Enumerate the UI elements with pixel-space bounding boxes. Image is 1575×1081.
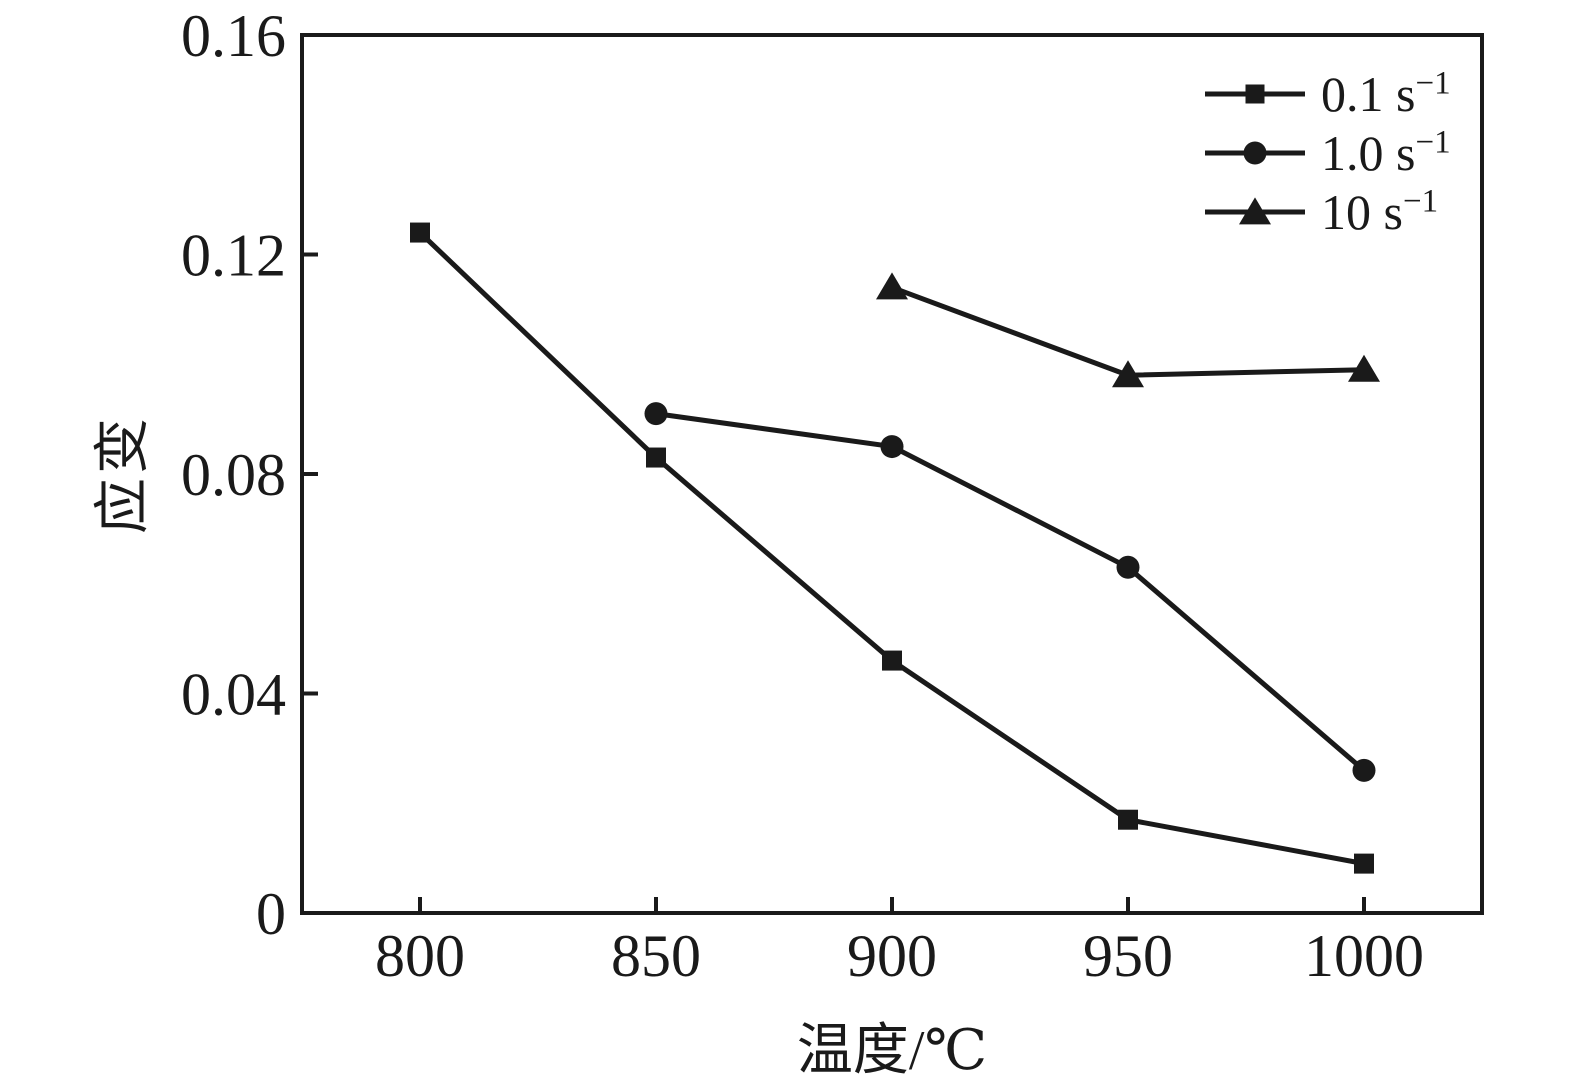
legend-label-base: 0.1 s	[1321, 65, 1416, 122]
legend-label: 0.1 s−1	[1321, 65, 1451, 123]
square-marker-icon	[1245, 84, 1265, 103]
data-point-square	[646, 447, 666, 468]
legend-label-base: 10 s	[1321, 183, 1403, 240]
legend-swatch	[1205, 195, 1305, 229]
series-line-circle	[655, 411, 1366, 773]
y-tick-label: 0.16	[181, 3, 286, 69]
data-point-circle	[644, 402, 668, 426]
y-tick-label: 0.08	[181, 442, 286, 508]
x-axis-title: 温度/℃	[796, 1020, 988, 1081]
legend-item-1.0s: 1.0 s−1	[1205, 123, 1451, 182]
series-line-square	[418, 230, 1365, 867]
data-point-circle	[880, 435, 904, 459]
circle-marker-icon	[1243, 141, 1267, 164]
legend-label: 1.0 s−1	[1321, 124, 1451, 182]
legend-item-10s: 10 s−1	[1205, 182, 1451, 241]
legend-item-0.1s: 0.1 s−1	[1205, 64, 1451, 123]
y-tick-label: 0.12	[181, 223, 286, 289]
data-point-triangle	[1112, 360, 1144, 388]
x-tick-label: 1000	[1304, 923, 1424, 989]
x-tick-label: 850	[611, 923, 701, 989]
data-point-square	[882, 650, 902, 671]
x-tick-label: 900	[847, 923, 937, 989]
legend-label-exponent: −1	[1402, 182, 1439, 219]
y-tick-label: 0	[256, 881, 286, 947]
legend-swatch	[1205, 136, 1305, 170]
data-point-triangle	[1348, 354, 1380, 382]
legend: 0.1 s−1 1.0 s−1 10 s−1	[1205, 64, 1451, 241]
data-point-square	[410, 222, 430, 243]
y-axis-title: 应变	[92, 414, 155, 534]
legend-label-exponent: −1	[1415, 64, 1451, 101]
data-point-circle	[1352, 758, 1376, 782]
data-point-circle	[1116, 555, 1140, 579]
y-tick-label: 0.04	[181, 662, 286, 728]
data-point-triangle	[876, 272, 908, 300]
legend-label-exponent: −1	[1415, 123, 1451, 160]
x-tick-label: 950	[1083, 923, 1173, 989]
data-point-square	[1118, 809, 1138, 830]
legend-swatch	[1205, 77, 1305, 111]
legend-label-base: 1.0 s	[1321, 124, 1416, 181]
legend-label: 10 s−1	[1321, 183, 1438, 241]
x-tick-label: 800	[375, 923, 465, 989]
triangle-marker-icon	[1239, 196, 1271, 224]
data-point-square	[1354, 853, 1374, 874]
